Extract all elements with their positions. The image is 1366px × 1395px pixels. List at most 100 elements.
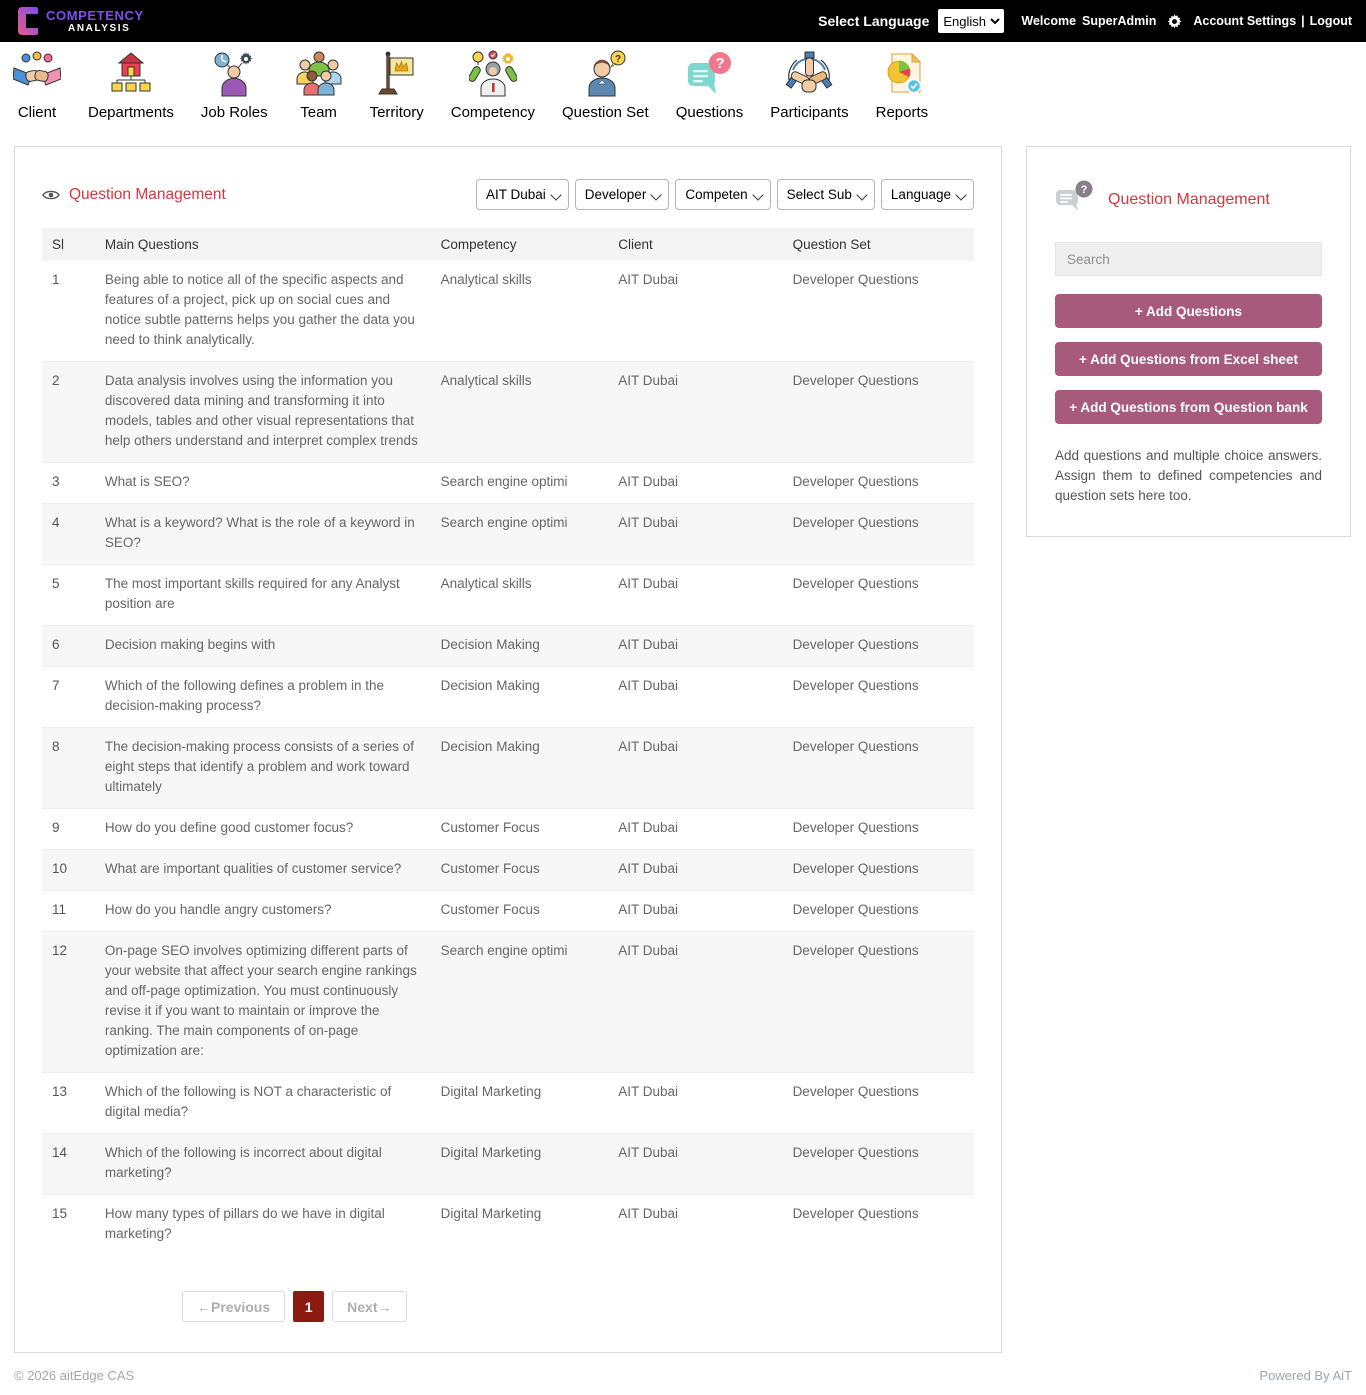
row-competency: Customer Focus bbox=[440, 902, 540, 917]
handshake-icon bbox=[12, 50, 62, 103]
table-row[interactable]: 7 Which of the following defines a probl… bbox=[42, 666, 974, 728]
table-row[interactable]: 13 Which of the following is NOT a chara… bbox=[42, 1072, 974, 1134]
table-row[interactable]: 15 How many types of pillars do we have … bbox=[42, 1194, 974, 1256]
table-row[interactable]: 2 Data analysis involves using the infor… bbox=[42, 361, 974, 463]
chat-question-icon: ? bbox=[685, 50, 733, 103]
competency-filter-select[interactable]: Competen bbox=[675, 179, 771, 210]
app-logo[interactable]: COMPETENCY ANALYSIS bbox=[14, 6, 144, 36]
table-row[interactable]: 6 Decision making begins with Decision M… bbox=[42, 625, 974, 667]
page-title-text: Question Management bbox=[69, 185, 226, 203]
competency-filter-value: Competen bbox=[685, 187, 748, 202]
account-settings-link[interactable]: Account Settings bbox=[1193, 14, 1297, 28]
header-divider: | bbox=[1301, 14, 1305, 28]
page-title: Question Management bbox=[42, 186, 226, 204]
footer: © 2026 aitEdge CAS Powered By AiT bbox=[0, 1353, 1366, 1395]
nav-item-territory[interactable]: Territory bbox=[370, 50, 424, 121]
svg-text:?: ? bbox=[1081, 184, 1088, 196]
header-sl: Sl bbox=[42, 228, 97, 261]
main-nav: Client Departments Job Roles bbox=[0, 42, 1366, 123]
row-client: AIT Dubai bbox=[618, 861, 678, 876]
logo-line1: COMPETENCY bbox=[46, 8, 144, 23]
person-skills-icon bbox=[468, 50, 518, 103]
hands-together-icon bbox=[785, 50, 833, 103]
table-row[interactable]: 11 How do you handle angry customers? Cu… bbox=[42, 890, 974, 932]
row-question-set: Developer Questions bbox=[792, 1206, 919, 1221]
row-sl: 7 bbox=[52, 678, 60, 693]
nav-item-label: Question Set bbox=[561, 104, 649, 121]
nav-item-reports[interactable]: Reports bbox=[875, 50, 929, 121]
sidebar-title: Question Management bbox=[1108, 190, 1270, 208]
gear-icon bbox=[1167, 13, 1182, 29]
row-question: Data analysis involves using the informa… bbox=[104, 373, 418, 448]
row-question: How many types of pillars do we have in … bbox=[104, 1206, 385, 1241]
add-questions-button[interactable]: + Add Questions bbox=[1055, 294, 1322, 328]
header-client: Client bbox=[610, 228, 785, 261]
table-row[interactable]: 14 Which of the following is incorrect a… bbox=[42, 1133, 974, 1195]
nav-item-questions[interactable]: ? Questions bbox=[676, 50, 743, 121]
table-row[interactable]: 4 What is a keyword? What is the role of… bbox=[42, 503, 974, 565]
row-question-set: Developer Questions bbox=[792, 902, 919, 917]
language-filter-select[interactable]: Language bbox=[880, 179, 974, 210]
subject-filter-value: Select Sub bbox=[786, 187, 852, 202]
table-row[interactable]: 8 The decision-making process consists o… bbox=[42, 727, 974, 809]
sidebar-description: Add questions and multiple choice answer… bbox=[1055, 448, 1322, 503]
row-competency: Decision Making bbox=[440, 739, 540, 754]
row-sl: 8 bbox=[52, 739, 60, 754]
row-question-set: Developer Questions bbox=[792, 474, 919, 489]
client-filter-value: AIT Dubai bbox=[486, 187, 546, 202]
row-sl: 3 bbox=[52, 474, 60, 489]
table-row[interactable]: 12 On-page SEO involves optimizing diffe… bbox=[42, 931, 974, 1073]
jobrole-filter-value: Developer bbox=[584, 187, 647, 202]
row-question: On-page SEO involves optimizing differen… bbox=[104, 943, 417, 1058]
row-sl: 5 bbox=[52, 576, 60, 591]
logout-link[interactable]: Logout bbox=[1309, 14, 1352, 28]
row-client: AIT Dubai bbox=[618, 1206, 678, 1221]
nav-item-departments[interactable]: Departments bbox=[88, 50, 174, 121]
add-questions-from-excel-button[interactable]: + Add Questions from Excel sheet bbox=[1055, 342, 1322, 376]
language-select[interactable]: English bbox=[938, 9, 1005, 33]
nav-item-client[interactable]: Client bbox=[12, 50, 62, 121]
nav-item-question-set[interactable]: ? Question Set bbox=[562, 50, 649, 121]
table-row[interactable]: 5 The most important skills required for… bbox=[42, 564, 974, 626]
table-row[interactable]: 3 What is SEO? Search engine optimi AIT … bbox=[42, 462, 974, 504]
row-sl: 6 bbox=[52, 637, 60, 652]
nav-item-job-roles[interactable]: Job Roles bbox=[201, 50, 268, 121]
row-client: AIT Dubai bbox=[618, 474, 678, 489]
current-page-button[interactable]: 1 bbox=[293, 1291, 325, 1322]
row-client: AIT Dubai bbox=[618, 943, 678, 958]
nav-item-participants[interactable]: Participants bbox=[770, 50, 849, 121]
header-question-set: Question Set bbox=[784, 228, 974, 261]
previous-page-button[interactable]: ←Previous bbox=[182, 1291, 286, 1322]
row-sl: 10 bbox=[52, 861, 68, 876]
row-question-set: Developer Questions bbox=[792, 373, 919, 388]
table-row[interactable]: 9 How do you define good customer focus?… bbox=[42, 808, 974, 850]
nav-item-label: Participants bbox=[770, 104, 849, 121]
header-main-questions: Main Questions bbox=[96, 228, 433, 261]
flag-icon bbox=[373, 50, 421, 103]
add-questions-from-question-bank-button[interactable]: + Add Questions from Question bank bbox=[1055, 390, 1322, 424]
nav-item-label: Territory bbox=[369, 104, 424, 121]
next-page-button[interactable]: Next→ bbox=[332, 1291, 407, 1322]
person-question-icon: ? bbox=[581, 50, 629, 103]
row-question: What are important qualities of customer… bbox=[104, 861, 402, 876]
nav-item-team[interactable]: Team bbox=[295, 50, 343, 121]
chat-question-gray-icon: ? bbox=[1055, 179, 1095, 220]
question-management-panel: Question Management AIT Dubai Developer … bbox=[14, 146, 1002, 1353]
row-question-set: Developer Questions bbox=[792, 1084, 919, 1099]
row-question: Which of the following is NOT a characte… bbox=[104, 1084, 392, 1119]
row-competency: Analytical skills bbox=[440, 272, 532, 287]
client-filter-select[interactable]: AIT Dubai bbox=[476, 179, 569, 210]
nav-item-competency[interactable]: Competency bbox=[451, 50, 535, 121]
table-row[interactable]: 1 Being able to notice all of the specif… bbox=[42, 261, 974, 362]
jobrole-filter-select[interactable]: Developer bbox=[574, 179, 670, 210]
powered-by-text: Powered By AiT bbox=[1259, 1368, 1353, 1383]
copyright-text: © 2026 aitEdge CAS bbox=[14, 1368, 135, 1383]
pagination: ←Previous 1 Next→ bbox=[182, 1291, 974, 1322]
table-row[interactable]: 10 What are important qualities of custo… bbox=[42, 849, 974, 891]
search-input[interactable] bbox=[1055, 242, 1322, 276]
row-sl: 12 bbox=[52, 943, 68, 958]
subject-filter-select[interactable]: Select Sub bbox=[776, 179, 875, 210]
row-competency: Search engine optimi bbox=[440, 515, 568, 530]
row-sl: 13 bbox=[52, 1084, 68, 1099]
nav-item-label: Reports bbox=[875, 104, 929, 121]
